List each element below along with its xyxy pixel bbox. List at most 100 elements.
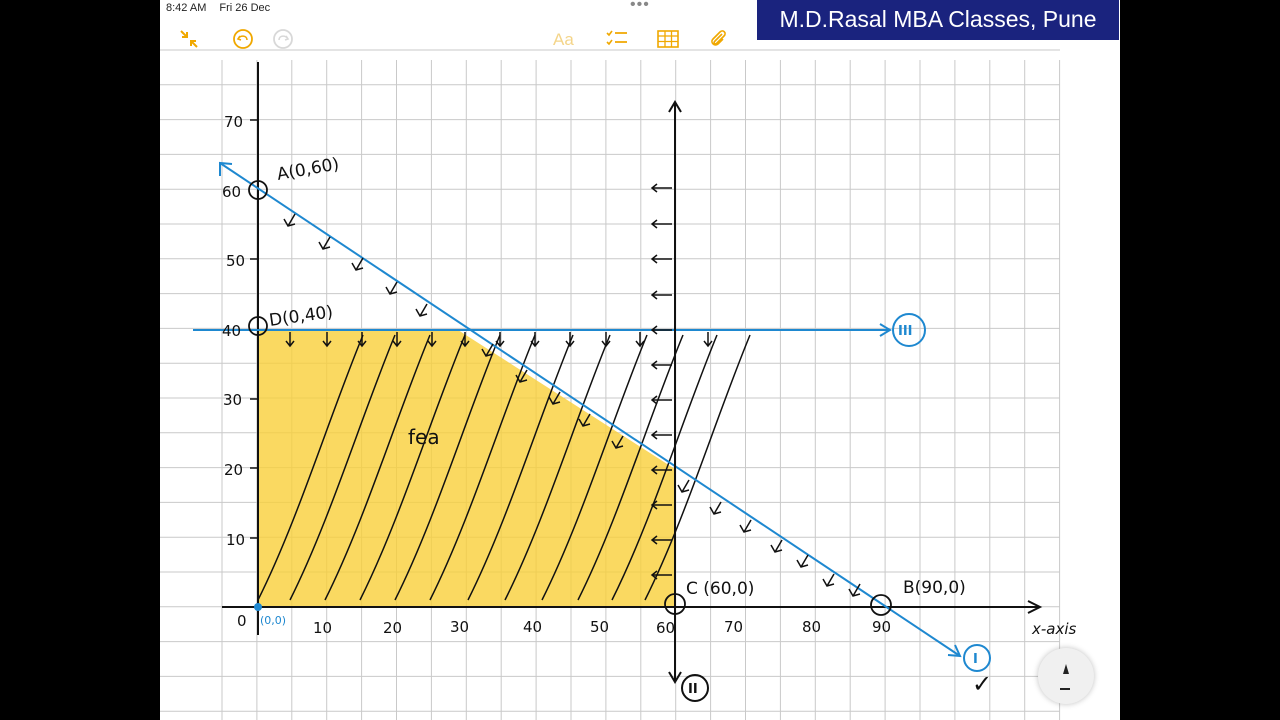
hatch-stroke xyxy=(394,334,501,601)
x-tick-label: 90 xyxy=(872,618,891,636)
x-tick-label: 70 xyxy=(724,618,743,636)
down-left-arrow xyxy=(515,369,528,383)
collapse-icon[interactable] xyxy=(178,28,200,56)
y-tick-label: 60 xyxy=(222,183,241,201)
y-tick-label: 10 xyxy=(226,531,245,549)
x-tick-label: 10 xyxy=(313,619,332,637)
origin-marker xyxy=(254,603,262,611)
left-arrow xyxy=(650,570,672,580)
line-II-arrow-bottom xyxy=(668,671,682,684)
point-B-label: B(90,0) xyxy=(903,578,966,598)
y-tick-label: 50 xyxy=(226,252,245,270)
down-left-arrow xyxy=(709,501,722,515)
x-axis-arrowhead xyxy=(1027,600,1043,614)
check-mark: ✓ xyxy=(972,670,992,698)
hatch-stroke xyxy=(289,334,396,601)
hatch-stroke xyxy=(429,334,536,601)
down-arrow xyxy=(530,332,540,348)
left-arrow xyxy=(650,500,672,510)
attachment-icon[interactable] xyxy=(707,28,729,56)
region-label: fea xyxy=(408,425,440,449)
origin-point-label: (0,0) xyxy=(260,614,286,627)
hatch-stroke xyxy=(467,334,574,601)
down-left-arrow xyxy=(415,303,428,317)
down-arrow xyxy=(285,332,295,348)
hatch-stroke xyxy=(257,334,364,601)
down-arrow xyxy=(601,332,611,348)
x-tick-label: 80 xyxy=(802,618,821,636)
line-II-arrow-top xyxy=(668,100,682,113)
x-tick-label: 20 xyxy=(383,619,402,637)
x-axis-label: x-axis xyxy=(1031,620,1077,638)
down-arrow xyxy=(357,332,367,348)
x-tick-label: 60 xyxy=(656,619,675,637)
hatching xyxy=(257,334,751,601)
x-tick-label: 30 xyxy=(450,618,469,636)
y-tick-label: 70 xyxy=(224,113,243,131)
direction-arrows xyxy=(283,183,861,597)
constraint-label-III: III xyxy=(898,324,913,339)
down-left-arrow xyxy=(822,573,835,587)
redo-icon[interactable] xyxy=(272,28,294,56)
left-arrow xyxy=(650,183,672,193)
down-arrow xyxy=(322,332,332,348)
left-arrow xyxy=(650,535,672,545)
status-time: 8:42 AM xyxy=(166,2,207,14)
constraint-label-II: II xyxy=(688,682,698,697)
point-B-marker xyxy=(870,594,892,616)
left-arrow xyxy=(650,465,672,475)
down-arrow xyxy=(427,332,437,348)
line-III-arrow xyxy=(879,323,892,337)
constraint-line-I xyxy=(219,162,961,657)
y-tick-label: 20 xyxy=(224,461,243,479)
checklist-icon[interactable] xyxy=(605,28,629,56)
down-arrow xyxy=(392,332,402,348)
more-dots-icon[interactable]: ••• xyxy=(630,0,650,13)
label-III-circle xyxy=(892,313,926,347)
down-arrow xyxy=(460,332,470,348)
left-arrow xyxy=(650,430,672,440)
undo-icon[interactable] xyxy=(232,28,254,56)
table-icon[interactable] xyxy=(656,28,680,56)
left-arrow xyxy=(650,219,672,229)
constraint-label-I: I xyxy=(973,652,978,667)
pencil-icon[interactable] xyxy=(1038,648,1094,704)
status-date: Fri 26 Dec xyxy=(219,2,271,14)
down-left-arrow xyxy=(481,343,494,357)
y-tick-label: 40 xyxy=(222,322,241,340)
down-arrow xyxy=(635,332,645,348)
down-left-arrow xyxy=(848,583,861,597)
down-arrow xyxy=(495,332,505,348)
left-arrow xyxy=(650,325,672,335)
down-left-arrow xyxy=(611,435,624,449)
origin-zero-label: 0 xyxy=(237,612,247,630)
down-left-arrow xyxy=(770,539,783,553)
down-left-arrow xyxy=(739,519,752,533)
down-arrow xyxy=(703,332,713,348)
x-tick-label: 50 xyxy=(590,618,609,636)
watermark-banner: M.D.Rasal MBA Classes, Pune xyxy=(757,0,1119,40)
status-bar: 8:42 AM Fri 26 Dec xyxy=(166,2,280,14)
down-left-arrow xyxy=(318,236,331,250)
point-D-marker xyxy=(248,316,268,336)
down-left-arrow xyxy=(578,413,591,427)
left-arrow xyxy=(650,290,672,300)
label-II-circle xyxy=(681,674,709,702)
hatch-stroke xyxy=(577,334,684,601)
y-tick-label: 30 xyxy=(223,391,242,409)
label-I-circle xyxy=(963,644,991,672)
text-tool-icon[interactable]: Aa xyxy=(553,30,574,49)
down-left-arrow xyxy=(796,554,809,568)
down-left-arrow xyxy=(677,479,690,493)
left-arrow xyxy=(650,360,672,370)
down-arrow xyxy=(565,332,575,348)
down-left-arrow xyxy=(283,213,296,227)
point-C-label: C (60,0) xyxy=(686,579,754,599)
point-C-marker xyxy=(664,593,686,615)
hatch-stroke xyxy=(324,334,431,601)
down-left-arrow xyxy=(548,391,561,405)
x-tick-label: 40 xyxy=(523,618,542,636)
down-left-arrow xyxy=(385,281,398,295)
down-left-arrow xyxy=(351,257,364,271)
